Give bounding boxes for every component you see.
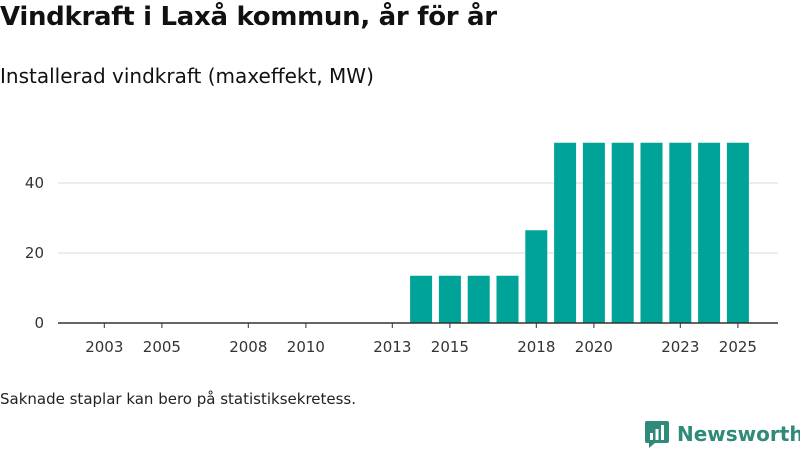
bar-2019	[554, 142, 577, 323]
y-tick-label-20: 20	[25, 244, 44, 262]
bar-chart: 0 20 40 2003 2005 2008 2010 2013 2015 2018 2020 202…	[25, 142, 778, 356]
x-tick-label-2013: 2013	[373, 338, 411, 356]
bar-2017	[496, 275, 519, 323]
x-tick-label-2023: 2023	[661, 338, 699, 356]
x-tick-label-2008: 2008	[229, 338, 267, 356]
x-tick-label-2020: 2020	[575, 338, 613, 356]
bar-2024	[698, 142, 721, 323]
x-tick-label-2010: 2010	[287, 338, 325, 356]
brand-name: Newsworthy	[677, 422, 800, 446]
x-tick-label-2005: 2005	[143, 338, 181, 356]
chart-subtitle: Installerad vindkraft (maxeffekt, MW)	[0, 64, 374, 88]
bar-2014	[410, 275, 433, 323]
x-tick-label-2018: 2018	[517, 338, 555, 356]
x-tick-label-2025: 2025	[719, 338, 757, 356]
x-tick-label-2015: 2015	[431, 338, 469, 356]
y-tick-label-0: 0	[34, 314, 44, 332]
page-title: Vindkraft i Laxå kommun, år för år	[0, 2, 497, 32]
brand-logo[interactable]: Newsworthy	[645, 420, 800, 448]
bar-2020	[582, 142, 605, 323]
bar-2025	[726, 142, 749, 323]
x-tick-label-2003: 2003	[85, 338, 123, 356]
footnote: Saknade staplar kan bero på statistiksek…	[0, 390, 357, 408]
bar-2022	[640, 142, 663, 323]
bar-2023	[669, 142, 692, 323]
bar-2018	[525, 230, 548, 323]
bar-2021	[611, 142, 634, 323]
bar-2015	[438, 275, 461, 323]
newsworthy-logo-icon	[645, 420, 669, 448]
y-tick-label-40: 40	[25, 174, 44, 192]
bar-2016	[467, 275, 490, 323]
